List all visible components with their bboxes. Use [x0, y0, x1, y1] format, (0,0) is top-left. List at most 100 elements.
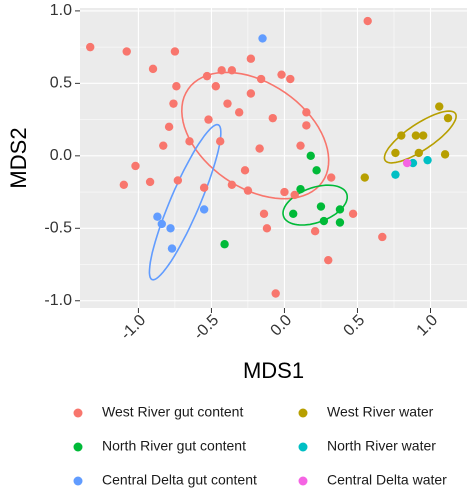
legend-label: Central Delta water: [327, 472, 447, 488]
data-point: [335, 218, 345, 227]
data-point: [258, 34, 267, 43]
data-point: [153, 212, 162, 221]
data-point: [296, 184, 305, 194]
legend-key: [298, 442, 308, 452]
data-point: [324, 255, 333, 265]
data-point: [215, 137, 225, 146]
data-point: [86, 42, 95, 52]
data-point: [199, 205, 209, 214]
data-point: [204, 115, 213, 124]
x-tick-label: 0.5: [341, 312, 369, 340]
data-point: [167, 244, 177, 253]
legend-item: Central Delta water: [298, 472, 447, 488]
data-point: [159, 141, 168, 150]
confidence-ellipse: [383, 110, 457, 164]
legend-key: [298, 408, 308, 418]
y-axis-title: MDS2: [6, 127, 31, 188]
data-point: [223, 99, 232, 108]
y-tick-label: 0.5: [50, 75, 72, 92]
data-point: [289, 209, 298, 218]
data-point: [246, 89, 256, 98]
data-point: [290, 190, 299, 200]
data-point: [316, 202, 326, 211]
data-point: [310, 226, 320, 236]
data-point: [286, 74, 295, 84]
data-point: [220, 240, 229, 249]
data-point: [164, 122, 174, 132]
data-point: [319, 216, 329, 226]
data-point: [397, 131, 406, 140]
data-point: [256, 74, 266, 84]
data-point: [391, 170, 400, 179]
data-point: [443, 113, 453, 123]
legend-label: North River gut content: [102, 438, 246, 454]
confidence-ellipse: [148, 123, 222, 281]
legend-label: Central Delta gut content: [102, 472, 257, 488]
data-point: [408, 158, 418, 168]
y-tick-label: 1.0: [50, 2, 72, 19]
legend-item: West River gut content: [73, 404, 243, 420]
legend-item: North River gut content: [73, 438, 246, 454]
legend-label: North River water: [327, 438, 436, 454]
data-point: [131, 161, 140, 171]
data-point: [255, 144, 264, 153]
data-point: [363, 16, 372, 26]
data-point: [148, 64, 158, 74]
data-point: [440, 150, 450, 159]
data-point: [302, 121, 311, 130]
data-point: [277, 70, 286, 79]
data-point: [199, 183, 209, 192]
legend-key: [73, 476, 83, 486]
panel-background: [80, 8, 467, 308]
x-tick-label: -1.0: [118, 312, 150, 344]
confidence-ellipse: [180, 71, 330, 200]
data-point: [280, 187, 289, 197]
data-point: [169, 99, 178, 108]
data-points: [86, 16, 453, 298]
data-point: [122, 47, 131, 56]
data-point: [312, 166, 321, 175]
data-point: [268, 113, 277, 123]
data-point: [335, 205, 345, 214]
data-point: [271, 289, 280, 298]
x-tick-label: 1.0: [414, 312, 442, 340]
data-point: [302, 108, 311, 117]
data-point: [435, 102, 444, 111]
data-point: [170, 47, 180, 56]
confidence-ellipse: [282, 184, 348, 226]
data-point: [227, 66, 237, 75]
data-point: [414, 148, 424, 158]
legend-item: North River water: [298, 438, 436, 454]
y-tick-label: -1.0: [44, 292, 72, 309]
data-point: [172, 82, 181, 91]
data-point: [227, 180, 237, 190]
data-point: [234, 108, 244, 117]
legend-item: Central Delta gut content: [73, 472, 257, 488]
data-point: [391, 148, 400, 158]
legend: West River gut content North River gut co…: [73, 404, 447, 488]
data-point: [348, 209, 358, 218]
legend-label: West River gut content: [102, 404, 243, 420]
x-tick-label: -0.5: [191, 312, 223, 344]
legend-item: West River water: [298, 404, 434, 420]
data-point: [378, 232, 387, 242]
data-point: [326, 173, 336, 182]
data-point: [296, 141, 305, 150]
x-axis-title: MDS1: [243, 358, 304, 383]
data-point: [185, 137, 194, 146]
data-point: [166, 224, 175, 233]
data-point: [157, 219, 166, 229]
legend-key: [298, 476, 308, 486]
x-tick-label: 0.0: [268, 312, 296, 340]
data-point: [145, 177, 155, 187]
data-point: [243, 186, 253, 195]
data-point: [402, 158, 412, 168]
data-point: [119, 180, 129, 190]
legend-key: [73, 408, 83, 418]
data-point: [173, 176, 183, 185]
y-axis-ticks: -1.0 -0.5 0.0 0.5 1.0: [44, 2, 80, 309]
legend-label: West River water: [327, 404, 434, 420]
y-tick-label: 0.0: [50, 147, 72, 164]
data-point: [259, 209, 269, 218]
